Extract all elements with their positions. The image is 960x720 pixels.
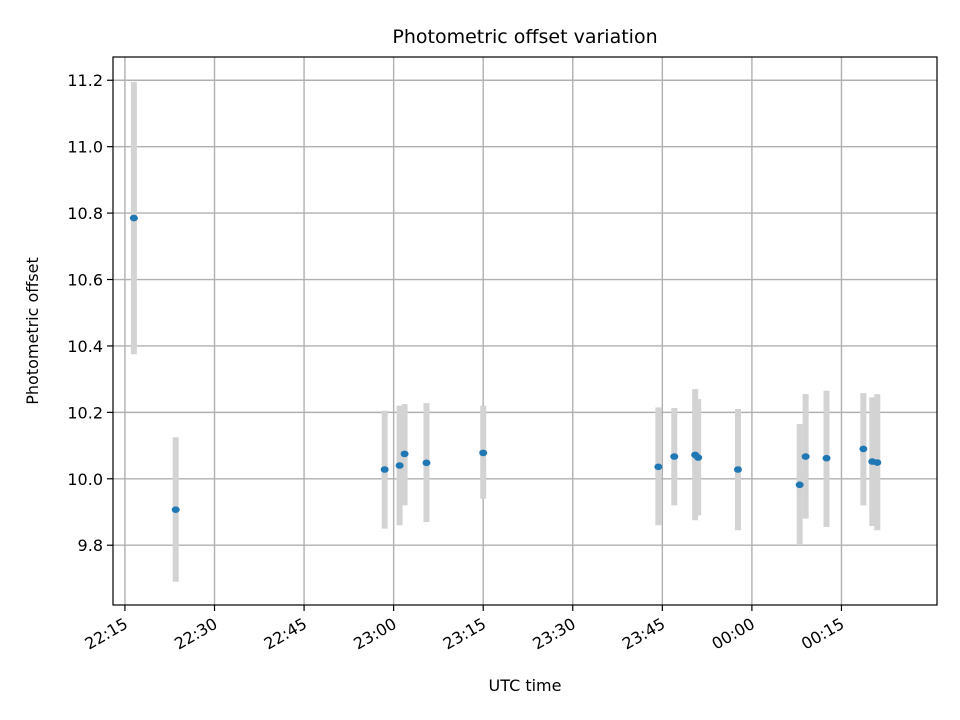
error-bars: [130, 81, 881, 582]
data-point: [129, 214, 138, 222]
data-point: [859, 445, 868, 453]
x-axis-label: UTC time: [489, 676, 562, 695]
data-point: [670, 453, 679, 460]
data-point: [171, 506, 180, 513]
data-point: [380, 466, 389, 473]
y-axis-ticks: 9.8 10.0 10.2 10.4 10.6 10.8 11.0 11.2: [67, 71, 113, 555]
data-point: [795, 481, 804, 489]
data-point: [801, 453, 810, 460]
x-tick-label: 00:15: [798, 614, 847, 654]
data-point: [395, 462, 404, 469]
data-point: [400, 450, 409, 458]
y-tick-label: 10.0: [67, 470, 103, 489]
data-point: [733, 466, 742, 473]
x-axis-ticks: 22:15 22:30 22:45 23:00 23:15 23:30 23:45 00:00…: [82, 605, 847, 654]
y-tick-label: 10.8: [67, 204, 103, 223]
grid: [113, 57, 937, 605]
x-tick-label: 23:00: [350, 614, 399, 654]
y-tick-label: 11.2: [67, 71, 103, 90]
x-tick-label: 22:15: [82, 614, 131, 654]
y-tick-label: 10.4: [67, 337, 103, 356]
data-point: [873, 459, 882, 466]
data-point: [479, 449, 488, 457]
y-tick-label: 11.0: [67, 138, 103, 157]
plot-frame: [112, 56, 938, 606]
x-tick-label: 22:30: [171, 614, 220, 654]
data-points: [129, 214, 882, 513]
x-tick-label: 23:30: [529, 614, 578, 654]
data-point: [822, 454, 831, 462]
y-axis-label: Photometric offset: [23, 257, 42, 405]
data-point: [654, 463, 663, 471]
data-point: [694, 454, 703, 461]
data-point: [422, 459, 431, 467]
y-tick-label: 10.2: [67, 403, 103, 422]
x-tick-label: 00:00: [708, 614, 757, 654]
x-tick-label: 23:45: [619, 614, 668, 654]
y-tick-label: 9.8: [78, 536, 103, 555]
chart-title: Photometric offset variation: [392, 26, 657, 48]
y-tick-label: 10.6: [67, 271, 103, 290]
x-tick-label: 23:15: [440, 614, 489, 654]
x-tick-label: 22:45: [261, 614, 310, 654]
